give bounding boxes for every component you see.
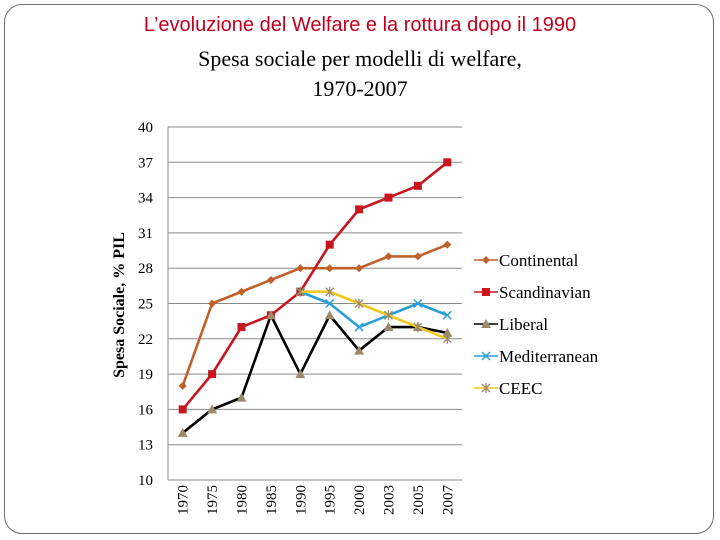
data-point-mediterranean <box>325 298 335 309</box>
y-tick-label: 40 <box>138 120 153 136</box>
x-tick-label: 2007 <box>440 485 456 516</box>
data-point-liberal <box>442 327 453 337</box>
slide-frame <box>4 4 714 534</box>
data-point-mediterranean <box>442 310 452 320</box>
x-tick-label: 2000 <box>352 485 368 515</box>
y-tick-label: 22 <box>138 332 153 348</box>
legend-item-mediterranean: Mediterranean <box>474 347 599 366</box>
series-group <box>177 158 453 437</box>
data-point-continental <box>413 252 422 261</box>
data-point-ceec <box>325 286 335 297</box>
legend-marker-mediterranean <box>481 351 491 361</box>
y-tick-label: 34 <box>138 191 154 207</box>
legend: Continental Scandinavian Liberal Mediterran… <box>474 251 599 398</box>
data-point-continental <box>178 381 187 390</box>
y-tick-label: 31 <box>138 226 153 242</box>
data-point-scandinavian <box>178 405 187 414</box>
chart-title-line-1: Spesa sociale per modelli di welfare, <box>198 46 522 71</box>
data-point-ceec <box>354 298 364 309</box>
data-point-continental <box>384 252 393 261</box>
series-liberal <box>177 310 453 437</box>
legend-item-liberal: Liberal <box>474 315 548 334</box>
y-tick-labels: 10 13 16 19 22 25 28 31 34 37 40 <box>138 120 154 489</box>
data-point-ceec <box>295 286 305 297</box>
x-tick-label: 2003 <box>382 485 398 515</box>
data-point-liberal <box>265 310 276 320</box>
slide-heading: L’evoluzione del Welfare e la rottura do… <box>143 14 577 36</box>
x-tick-label: 1975 <box>205 485 221 515</box>
data-point-scandinavian <box>208 370 217 379</box>
data-point-liberal <box>295 369 306 379</box>
legend-marker-liberal <box>481 319 491 328</box>
legend-label-ceec: CEEC <box>499 379 542 398</box>
chart-title: Spesa sociale per modelli di welfare, 19… <box>150 44 570 104</box>
chart-title-line-2: 1970-2007 <box>312 76 408 101</box>
data-point-continental <box>266 275 275 284</box>
data-point-continental <box>355 264 364 273</box>
y-axis-label: Spesa Sociale, % PIL <box>111 232 128 378</box>
legend-label-scandinavian: Scandinavian <box>499 283 591 302</box>
data-point-ceec <box>413 322 423 333</box>
x-tick-label: 1980 <box>235 485 251 515</box>
y-tick-label: 28 <box>138 261 153 277</box>
x-tick-label: 1990 <box>293 485 309 515</box>
y-tick-label: 19 <box>138 367 153 383</box>
x-tick-label: 1970 <box>176 485 192 515</box>
x-tick-label: 1995 <box>323 485 339 515</box>
y-tick-label: 16 <box>138 402 154 418</box>
data-point-liberal <box>324 310 335 320</box>
data-point-continental <box>296 264 305 273</box>
data-point-continental <box>237 287 246 296</box>
legend-marker-scandinavian <box>482 288 490 296</box>
data-point-mediterranean <box>413 298 423 309</box>
legend-marker-continental <box>482 256 490 264</box>
x-tick-label: 1985 <box>264 485 280 515</box>
series-ceec <box>295 286 452 344</box>
x-tick-labels: 1970 1975 1980 1985 1990 1995 2000 2003 2005 2007 <box>176 485 457 516</box>
legend-label-continental: Continental <box>499 251 579 270</box>
data-point-scandinavian <box>384 193 393 202</box>
x-tick-label: 2005 <box>411 485 427 515</box>
series-line-liberal <box>181 313 448 434</box>
data-point-liberal <box>354 345 365 355</box>
data-point-ceec <box>442 333 452 344</box>
series-scandinavian <box>178 158 452 414</box>
legend-item-continental: Continental <box>474 251 579 270</box>
data-point-scandinavian <box>325 240 334 249</box>
legend-label-mediterranean: Mediterranean <box>499 347 599 366</box>
legend-item-ceec: CEEC <box>474 379 542 398</box>
data-point-mediterranean <box>354 322 364 332</box>
y-tick-label: 37 <box>138 155 154 171</box>
data-point-continental <box>208 299 217 308</box>
data-point-liberal <box>177 427 188 437</box>
data-point-scandinavian <box>413 181 422 190</box>
legend-item-scandinavian: Scandinavian <box>474 283 591 302</box>
y-tick-label: 10 <box>138 473 153 489</box>
legend-marker-ceec <box>481 383 491 393</box>
series-line-scandinavian <box>181 161 449 411</box>
data-point-liberal <box>383 322 394 332</box>
data-point-scandinavian <box>237 323 246 332</box>
data-point-liberal <box>207 404 218 414</box>
y-tick-label: 25 <box>138 297 153 313</box>
series-line-mediterranean <box>299 290 448 329</box>
legend-label-liberal: Liberal <box>499 315 548 334</box>
data-point-continental <box>443 240 452 249</box>
gridlines <box>168 126 462 481</box>
y-tick-label: 13 <box>138 438 153 454</box>
series-line-ceec <box>300 290 448 341</box>
data-point-ceec <box>384 310 393 321</box>
data-point-continental <box>325 264 334 273</box>
data-point-liberal <box>236 392 247 402</box>
series-continental <box>178 240 452 390</box>
data-point-scandinavian <box>355 205 364 214</box>
data-point-scandinavian <box>443 158 452 167</box>
